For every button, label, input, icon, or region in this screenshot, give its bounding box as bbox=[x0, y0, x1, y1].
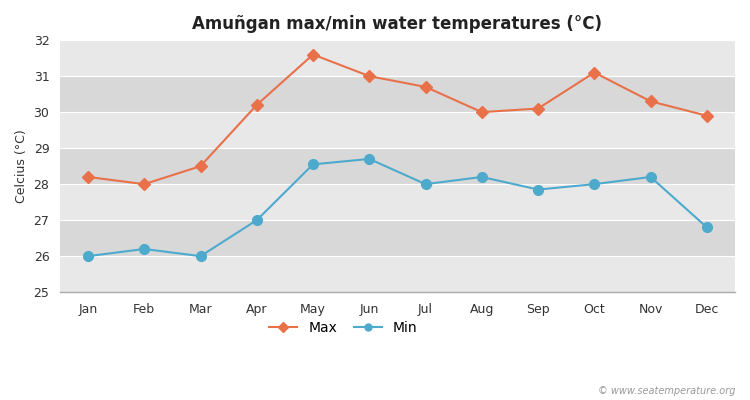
Bar bbox=[60, 148, 735, 184]
Min bbox=[83, 254, 92, 258]
Title: Amuñgan max/min water temperatures (°C): Amuñgan max/min water temperatures (°C) bbox=[193, 15, 602, 33]
Min bbox=[364, 156, 374, 161]
Max bbox=[702, 113, 711, 118]
Min bbox=[196, 254, 205, 258]
Text: © www.seatemperature.org: © www.seatemperature.org bbox=[598, 386, 735, 396]
Bar bbox=[60, 40, 735, 76]
Max bbox=[421, 84, 430, 89]
Bar bbox=[60, 76, 735, 112]
Line: Max: Max bbox=[84, 50, 711, 188]
Max bbox=[646, 99, 655, 104]
Max bbox=[477, 110, 486, 114]
Bar bbox=[60, 256, 735, 292]
Min bbox=[252, 218, 261, 222]
Legend: Max, Min: Max, Min bbox=[264, 316, 423, 341]
Max bbox=[83, 174, 92, 179]
Min bbox=[477, 174, 486, 179]
Min bbox=[421, 182, 430, 186]
Max bbox=[196, 164, 205, 168]
Max bbox=[252, 102, 261, 107]
Max bbox=[364, 74, 374, 78]
Max bbox=[590, 70, 598, 75]
Max bbox=[140, 182, 148, 186]
Min bbox=[702, 225, 711, 230]
Min bbox=[308, 162, 317, 167]
Y-axis label: Celcius (°C): Celcius (°C) bbox=[15, 129, 28, 203]
Min bbox=[140, 246, 148, 251]
Min bbox=[533, 187, 542, 192]
Max bbox=[533, 106, 542, 111]
Bar bbox=[60, 220, 735, 256]
Min bbox=[590, 182, 598, 186]
Max bbox=[308, 52, 317, 57]
Bar bbox=[60, 184, 735, 220]
Bar bbox=[60, 112, 735, 148]
Line: Min: Min bbox=[83, 154, 712, 261]
Min bbox=[646, 174, 655, 179]
